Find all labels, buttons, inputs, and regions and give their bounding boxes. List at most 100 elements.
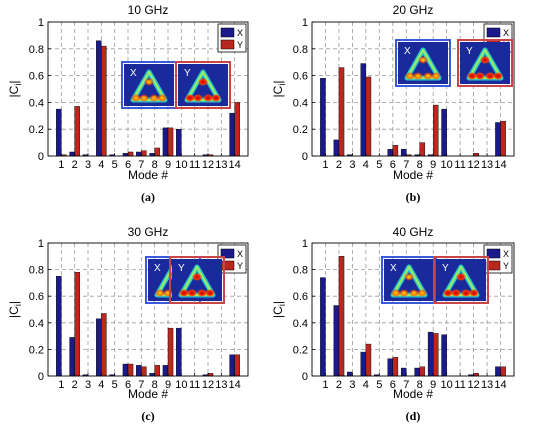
y-axis-label-sub: i	[13, 84, 23, 86]
y-tick-label: 0.2	[29, 344, 44, 356]
field-hotspot	[179, 289, 189, 297]
bar-x-mode-1	[56, 108, 62, 157]
legend-label-x: X	[237, 249, 243, 259]
y-axis-label-sub: i	[13, 304, 23, 306]
x-tick-label: 2	[72, 379, 78, 391]
bar-y-mode-9	[167, 127, 174, 157]
bar-y-mode-8	[419, 366, 426, 377]
x-tick-label: 8	[152, 379, 158, 391]
field-hotspot	[163, 289, 173, 297]
field-hotspot	[187, 289, 197, 297]
inset-frame	[395, 39, 451, 87]
legend-label-x: X	[503, 28, 509, 38]
field-hotspot	[404, 273, 414, 281]
chart-title: 10 GHz	[128, 3, 169, 17]
x-tick-label: 14	[494, 159, 506, 171]
legend: XY	[217, 23, 247, 53]
field-hotspot	[131, 94, 141, 102]
bar-y-mode-2	[74, 106, 80, 157]
x-tick-label: 14	[494, 379, 506, 391]
x-tick-label: 7	[403, 159, 409, 171]
bar-x-mode-6	[387, 149, 394, 157]
bar-x-mode-10	[441, 108, 447, 157]
bar-x-mode-4	[360, 351, 367, 377]
x-tick-label: 5	[112, 379, 118, 391]
bar-x-mode-1	[56, 276, 62, 377]
bar-x-mode-10	[176, 327, 182, 377]
x-tick-label: 4	[98, 159, 104, 171]
legend-label-y: Y	[237, 261, 243, 271]
bar-y-mode-9	[167, 327, 174, 377]
field-hotspot	[144, 78, 154, 86]
x-axis-label: Mode #	[128, 387, 168, 401]
y-tick-label: 0.8	[29, 44, 44, 56]
y-tick-label: 0.4	[29, 97, 44, 109]
field-hotspot	[456, 273, 466, 281]
field-hotspot	[485, 72, 495, 80]
x-tick-label: 13	[481, 159, 493, 171]
field-hotspot	[203, 94, 213, 102]
y-tick-label: 0.6	[293, 291, 308, 303]
x-tick-label: 12	[467, 159, 479, 171]
y-tick-label: 0	[38, 151, 44, 163]
y-axis-label-end: |	[271, 301, 285, 304]
plot-frame	[47, 242, 249, 377]
x-tick-label: 8	[417, 379, 423, 391]
field-pattern-core	[406, 49, 440, 79]
field-hotspot	[413, 72, 423, 80]
x-tick-label: 10	[441, 379, 453, 391]
legend-swatch-x	[220, 248, 235, 259]
x-tick-label: 6	[125, 159, 131, 171]
field-pattern-core	[392, 266, 426, 296]
bar-y-mode-2	[338, 256, 345, 377]
legend: XY	[483, 244, 513, 274]
y-tick-label: 0.6	[293, 71, 308, 83]
bar-y-mode-9	[433, 104, 439, 157]
bar-x-mode-9	[427, 331, 434, 377]
y-axis-label: |Ci|	[271, 81, 287, 98]
bar-x-mode-4	[360, 63, 367, 157]
bar-x-mode-6	[387, 358, 394, 377]
inset-frame	[175, 61, 231, 109]
bar-x-mode-1	[320, 78, 326, 157]
field-hotspot	[417, 289, 427, 297]
field-hotspot	[193, 94, 203, 102]
x-tick-label: 1	[322, 159, 328, 171]
plot-frame	[311, 242, 515, 377]
field-hotspot	[461, 289, 471, 297]
legend-label-x: X	[503, 249, 509, 259]
y-tick-label: 0.4	[293, 97, 308, 109]
legend: XY	[217, 244, 247, 274]
field-hotspot	[149, 94, 159, 102]
field-pattern-core	[444, 266, 478, 296]
bar-x-mode-1	[320, 277, 326, 377]
bar-x-mode-2	[69, 337, 75, 377]
x-tick-label: 11	[454, 159, 465, 171]
bar-y-mode-2	[338, 67, 345, 157]
x-tick-label: 9	[165, 379, 171, 391]
y-axis-label: |Ci|	[271, 301, 287, 318]
inset-label: Y	[184, 68, 191, 79]
y-tick-label: 0.4	[293, 318, 308, 330]
y-axis-label-main: |C	[7, 85, 21, 97]
bar-y-mode-14	[500, 120, 506, 157]
y-axis-label: |Ci|	[7, 301, 23, 318]
x-tick-label: 3	[349, 379, 355, 391]
y-tick-label: 0.6	[29, 71, 44, 83]
y-axis-label-end: |	[7, 81, 21, 84]
y-tick-label: 0.2	[293, 344, 308, 356]
x-tick-label: 14	[229, 159, 241, 171]
y-tick-label: 0.2	[29, 124, 44, 136]
x-tick-label: 9	[430, 379, 436, 391]
bar-y-mode-6	[127, 363, 134, 377]
field-pattern-core	[468, 49, 502, 79]
inset-label: Y	[442, 263, 449, 274]
x-tick-label: 12	[202, 159, 214, 171]
bar-x-mode-4	[96, 40, 102, 157]
